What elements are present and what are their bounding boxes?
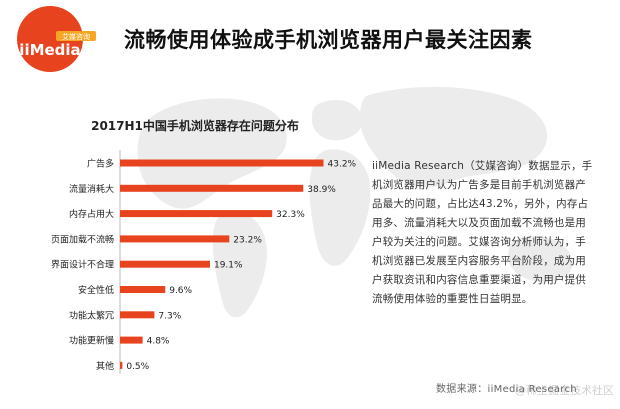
data-label: 9.6% bbox=[169, 286, 192, 296]
category-label: 功能太繁冗 bbox=[69, 309, 114, 321]
data-label: 7.3% bbox=[158, 311, 181, 321]
bar bbox=[120, 210, 273, 218]
data-label: 0.5% bbox=[126, 362, 149, 372]
data-label: 43.2% bbox=[328, 160, 357, 170]
data-label: 38.9% bbox=[307, 185, 336, 195]
bar bbox=[120, 184, 304, 192]
bar-chart: 广告多 43.2% 流量消耗大 38.9% 内存占用大 32.3% 页面加载不流畅 23.2%… bbox=[51, 150, 357, 374]
description-text: iiMedia Research（艾媒咨询）数据显示，手机浏览器用户认为广告多是… bbox=[372, 160, 593, 305]
bar bbox=[120, 336, 143, 344]
watermark: @稀土掘金技术社区 bbox=[515, 384, 614, 397]
category-label: 安全性低 bbox=[78, 284, 114, 296]
category-label: 内存占用大 bbox=[69, 208, 114, 220]
bar bbox=[120, 260, 210, 268]
logo-sub-text: 艾媒咨询 bbox=[62, 32, 90, 41]
data-label: 4.8% bbox=[147, 337, 170, 347]
data-label: 32.3% bbox=[276, 210, 305, 220]
category-label: 广告多 bbox=[87, 158, 114, 170]
bar bbox=[120, 311, 155, 319]
logo-circle bbox=[17, 6, 83, 72]
page-headline: 流畅使用体验成手机浏览器用户最关注因素 bbox=[124, 28, 533, 52]
category-label: 功能更新慢 bbox=[69, 335, 114, 347]
logo-badge bbox=[56, 31, 96, 41]
chart-title: 2017H1中国手机浏览器存在问题分布 bbox=[91, 119, 299, 133]
bar bbox=[120, 361, 123, 369]
category-label: 页面加载不流畅 bbox=[51, 233, 114, 245]
data-source: 数据来源：iiMedia Research bbox=[436, 384, 577, 395]
category-label: 界面设计不合理 bbox=[51, 259, 114, 271]
category-label: 其他 bbox=[96, 360, 114, 372]
bar bbox=[120, 286, 166, 293]
iimedia-logo: 艾媒咨询 iiMedia bbox=[17, 6, 96, 72]
logo-text: iiMedia bbox=[19, 41, 80, 59]
category-label: 流量消耗大 bbox=[69, 183, 114, 195]
bar bbox=[120, 235, 230, 243]
data-label: 19.1% bbox=[214, 261, 243, 271]
data-label: 23.2% bbox=[233, 235, 262, 245]
bar bbox=[120, 159, 324, 167]
